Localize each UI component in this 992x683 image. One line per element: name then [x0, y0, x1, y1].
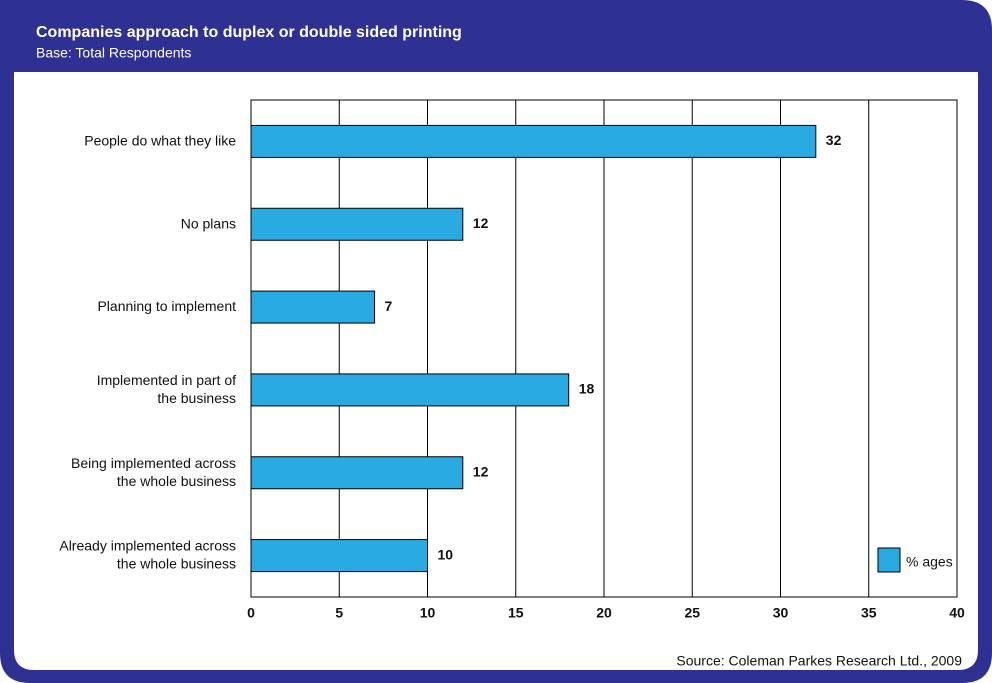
chart-subtitle: Base: Total Respondents [36, 45, 191, 61]
x-tick-label: 40 [949, 605, 965, 621]
x-tick-label: 20 [596, 605, 612, 621]
bar [250, 373, 570, 407]
bar [250, 456, 464, 490]
value-label: 10 [438, 546, 454, 562]
bar [250, 290, 376, 324]
chart-title: Companies approach to duplex or double s… [36, 24, 462, 41]
value-label: 32 [826, 132, 842, 148]
value-label: 7 [385, 298, 393, 314]
x-tick-label: 35 [861, 605, 877, 621]
x-tick-label: 30 [773, 605, 789, 621]
bar [250, 124, 817, 158]
y-tick-label: No plans [181, 215, 236, 231]
y-tick-label: Being implemented across the whole busine… [71, 454, 236, 488]
bar [250, 539, 428, 573]
value-label: 12 [473, 215, 489, 231]
x-tick-label: 10 [420, 605, 436, 621]
x-tick-label: 25 [684, 605, 700, 621]
legend-label: % ages [906, 554, 953, 570]
y-tick-label: People do what they like [84, 132, 236, 148]
bar [250, 207, 464, 241]
y-tick-label: Already implemented across the whole busi… [59, 537, 236, 571]
x-tick-label: 5 [335, 605, 343, 621]
y-tick-label: Implemented in part of the business [97, 372, 236, 406]
legend-swatch [877, 547, 901, 573]
value-label: 12 [473, 463, 489, 479]
value-label: 18 [579, 381, 595, 397]
source: Source: Coleman Parkes Research Ltd., 20… [676, 653, 962, 669]
y-tick-label: Planning to implement [97, 298, 236, 314]
x-tick-label: 15 [508, 605, 524, 621]
x-tick-label: 0 [247, 605, 255, 621]
